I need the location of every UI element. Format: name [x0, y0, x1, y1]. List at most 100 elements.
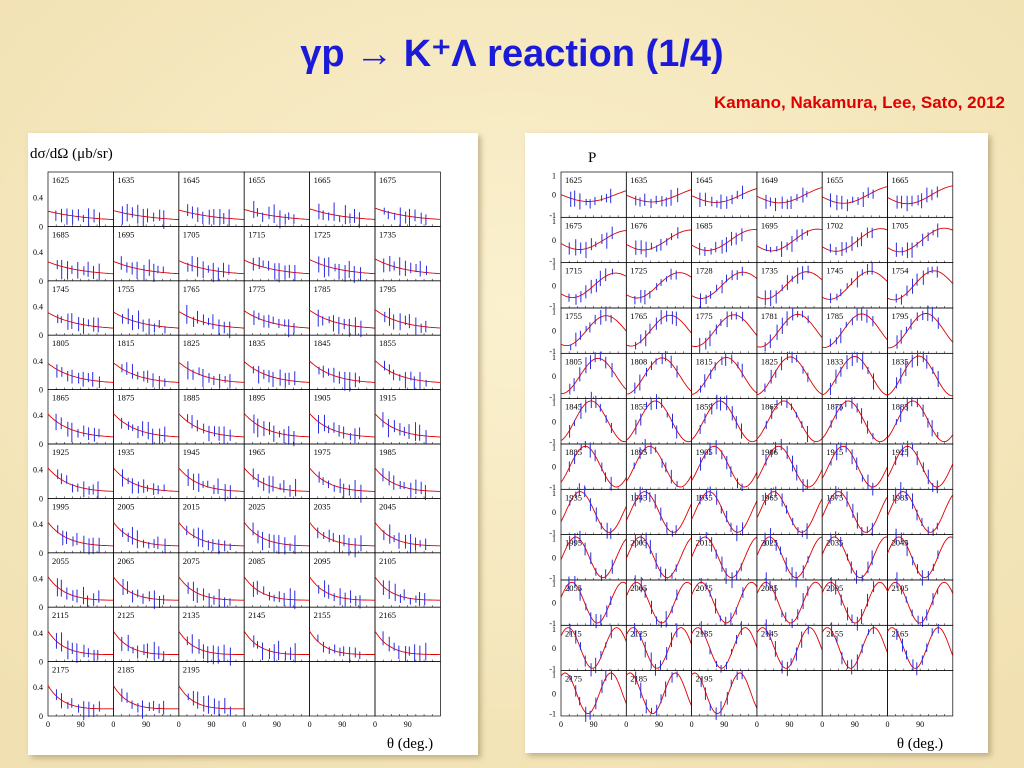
x-tick-label: 0 [373, 720, 377, 729]
energy-label: 1905 [314, 393, 331, 403]
energy-label: 2105 [379, 556, 396, 566]
energy-label: 2025 [761, 538, 778, 548]
y-tick-label: 1 [552, 262, 556, 271]
model-curve [887, 313, 954, 349]
model-curve [821, 581, 888, 624]
energy-label: 1625 [52, 175, 69, 185]
model-curve [560, 672, 627, 715]
energy-label: 1635 [630, 175, 647, 185]
energy-label: 1835 [892, 356, 909, 366]
energy-label: 1965 [248, 447, 265, 457]
model-curve [756, 356, 823, 396]
slide-title: γp → K⁺Λ reaction (1/4) [300, 33, 723, 75]
y-tick-label: 0.4 [33, 357, 43, 366]
energy-label: 2005 [630, 538, 647, 548]
model-curve [243, 259, 310, 275]
y-tick-label: 0.4 [33, 629, 43, 638]
model-curve [374, 413, 441, 438]
model-curve [691, 271, 758, 299]
energy-label: 2145 [761, 628, 778, 638]
energy-label: 1745 [52, 284, 69, 294]
model-curve [625, 627, 693, 669]
model-curve [243, 467, 310, 492]
model-curve [560, 581, 627, 624]
y-tick-label: -1 [549, 302, 556, 311]
y-tick-label: -1 [549, 256, 556, 265]
energy-label: 1845 [565, 402, 582, 412]
energy-label: 1754 [892, 266, 910, 276]
y-tick-label: 0.4 [33, 248, 43, 257]
energy-label: 1765 [183, 284, 200, 294]
energy-label: 1745 [826, 266, 843, 276]
model-curve [756, 228, 823, 252]
energy-label: 2145 [248, 610, 265, 620]
energy-label: 1625 [565, 175, 582, 185]
model-curve [887, 445, 954, 488]
model-curve [887, 227, 954, 253]
y-tick-label: 0 [39, 440, 43, 449]
energy-label: 1715 [565, 266, 582, 276]
model-curve [756, 187, 823, 204]
model-curve [374, 207, 441, 220]
model-curve [691, 445, 758, 488]
energy-label: 1685 [52, 229, 69, 239]
model-curve [47, 630, 114, 655]
model-curve [756, 400, 823, 443]
model-curve [178, 413, 245, 438]
y-tick-label: 0 [39, 712, 43, 721]
y-tick-label: 0.4 [33, 520, 43, 529]
model-curve [756, 627, 823, 669]
y-tick-label: -1 [549, 483, 556, 492]
model-curve [374, 360, 441, 383]
model-curve [626, 400, 692, 443]
plot-grids: 0.4 0 1625 1635 1645 1655 1665 1675 0.4 0 1685 1695… [33, 172, 954, 729]
energy-label: 1883 [892, 402, 909, 412]
energy-label: 2125 [117, 610, 134, 620]
left-ylabel: dσ/dΩ (μb/sr) [30, 146, 113, 162]
model-curve [243, 361, 310, 383]
model-curve [560, 445, 627, 488]
energy-label: 1715 [248, 229, 265, 239]
energy-label: 1705 [892, 220, 909, 230]
model-curve [178, 209, 245, 220]
energy-label: 1785 [314, 284, 331, 294]
energy-label: 1676 [630, 220, 647, 230]
energy-label: 1655 [826, 175, 843, 185]
model-curve [560, 272, 627, 299]
model-curve [821, 536, 888, 579]
energy-label: 1645 [183, 175, 200, 185]
model-curve [691, 491, 758, 533]
energy-label: 1845 [314, 338, 331, 348]
y-tick-label: 1 [552, 580, 556, 589]
y-tick-label: 0 [39, 331, 43, 340]
y-tick-label: 0.4 [33, 194, 43, 203]
energy-label: 1781 [761, 311, 778, 321]
model-curve [243, 310, 310, 329]
x-tick-label: 0 [111, 720, 115, 729]
y-tick-label: 0 [552, 372, 556, 381]
energy-label: 1859 [696, 402, 713, 412]
energy-label: 1805 [52, 338, 69, 348]
model-curve [113, 260, 179, 275]
energy-label: 1905 [696, 447, 713, 457]
energy-label: 1835 [248, 338, 265, 348]
model-curve [691, 229, 757, 251]
y-tick-label: 0 [552, 644, 556, 653]
y-tick-label: 0 [552, 508, 556, 517]
y-tick-label: 0 [39, 277, 43, 286]
x-tick-label: 90 [916, 720, 924, 729]
energy-label: 2055 [52, 556, 69, 566]
model-curve [47, 363, 114, 383]
model-curve [560, 190, 627, 202]
model-curve [821, 491, 888, 533]
y-tick-label: -1 [549, 619, 556, 628]
model-curve [243, 413, 310, 438]
y-tick-label: 0 [552, 236, 556, 245]
model-curve [887, 536, 953, 579]
energy-label: 1915 [826, 447, 843, 457]
model-curve [887, 355, 953, 397]
energy-label: 2085 [248, 556, 265, 566]
energy-label: 1725 [314, 229, 331, 239]
model-curve [756, 536, 823, 579]
energy-label: 1885 [565, 447, 582, 457]
